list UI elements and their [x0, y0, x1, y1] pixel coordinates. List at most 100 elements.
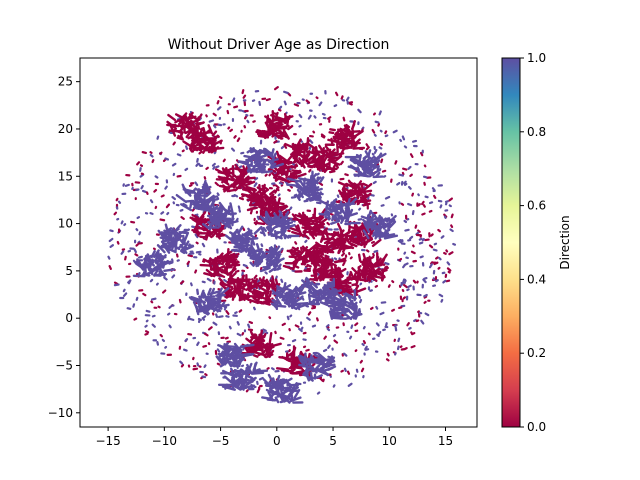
cluster-point-1 [214, 212, 222, 218]
scatter-point [191, 225, 197, 229]
scatter-point [447, 270, 451, 274]
scatter-point [340, 369, 344, 373]
y-tick-label: 20 [58, 122, 73, 136]
cluster-point-1 [178, 230, 189, 235]
scatter-point [345, 123, 351, 129]
cluster-point-1 [224, 234, 235, 243]
scatter-point [132, 303, 136, 308]
scatter-point [432, 248, 438, 252]
cluster-point-1 [180, 203, 193, 212]
cluster-point-0 [234, 284, 247, 294]
scatter-point [133, 317, 138, 321]
cluster-point-1 [152, 265, 161, 273]
cluster-point-1 [234, 355, 238, 364]
scatter-point [138, 231, 142, 236]
colorbar [502, 58, 520, 427]
scatter-point [253, 306, 256, 311]
cluster-point-1 [370, 167, 375, 173]
cluster-point-1 [307, 354, 313, 366]
scatter-point [218, 95, 223, 100]
cluster-point-1 [360, 163, 365, 171]
cluster-point-0 [320, 153, 326, 159]
scatter-point [382, 175, 387, 178]
cluster-point-1 [169, 248, 177, 254]
cluster-point-0 [233, 174, 243, 186]
cluster-point-0 [268, 290, 272, 298]
cluster-point-1 [313, 359, 327, 363]
cluster-point-1 [236, 357, 246, 365]
scatter-point [187, 332, 193, 336]
cluster-point-0 [337, 137, 351, 143]
cluster-point-0 [295, 369, 307, 374]
cluster-point-0 [258, 333, 266, 342]
y-tick-label: 5 [65, 264, 73, 278]
cluster-point-1 [258, 148, 269, 156]
scatter-point [384, 322, 388, 327]
cluster-point-1 [290, 295, 298, 308]
x-tick-label: 15 [438, 434, 453, 448]
scatter-point [208, 119, 215, 123]
cluster-point-1 [179, 238, 184, 244]
cluster-point-0 [308, 251, 315, 259]
scatter-point [189, 282, 193, 287]
scatter-point [433, 261, 439, 266]
cluster-point-0 [280, 131, 287, 138]
scatter-point [212, 166, 216, 170]
cluster-point-0 [189, 145, 203, 152]
scatter-point [417, 229, 421, 233]
cluster-point-1 [309, 174, 313, 182]
scatter-point [107, 255, 111, 260]
cluster-point-0 [269, 123, 284, 129]
scatter-point [347, 382, 353, 387]
cluster-point-1 [271, 303, 278, 308]
cluster-point-1 [366, 209, 372, 222]
scatter-point [212, 112, 217, 117]
scatter-point [198, 150, 203, 155]
cluster-point-0 [324, 262, 334, 267]
scatter-point [348, 102, 353, 106]
scatter-point [124, 183, 130, 187]
cluster-point-0 [263, 345, 275, 352]
scatter-point [442, 279, 447, 284]
cluster-point-1 [300, 363, 311, 369]
cluster-point-0 [279, 178, 290, 183]
scatter-point [403, 219, 408, 224]
cluster-point-0 [371, 267, 381, 277]
cluster-point-0 [364, 192, 372, 199]
scatter-point [440, 298, 444, 303]
scatter-point [144, 332, 149, 336]
cluster-point-1 [216, 209, 222, 215]
scatter-point [354, 322, 359, 327]
scatter-point [233, 105, 239, 109]
cluster-point-0 [283, 114, 292, 124]
scatter-point [321, 112, 326, 116]
scatter-point [293, 103, 300, 107]
cluster-point-0 [213, 264, 218, 272]
scatter-point [377, 330, 382, 336]
cluster-point-1 [372, 230, 377, 238]
scatter-point [159, 151, 163, 155]
cluster-point-1 [286, 183, 301, 188]
scatter-point [235, 269, 240, 273]
scatter-point [242, 227, 246, 232]
scatter-point [440, 235, 445, 239]
cluster-point-1 [320, 289, 333, 299]
y-tick-label: −5 [55, 359, 73, 373]
cluster-point-1 [309, 198, 317, 202]
scatter-point [274, 184, 280, 189]
cluster-point-1 [315, 374, 323, 379]
scatter-point [446, 267, 452, 272]
cluster-point-1 [241, 344, 249, 349]
scatter-point [187, 315, 191, 321]
cluster-point-0 [256, 129, 269, 135]
cluster-point-0 [315, 242, 319, 253]
scatter-point [202, 344, 208, 348]
scatter-point [403, 251, 407, 255]
cluster-point-0 [236, 180, 245, 185]
scatter-point [168, 305, 172, 309]
cluster-point-0 [293, 216, 301, 222]
scatter-point [448, 204, 452, 208]
scatter-point [402, 283, 408, 289]
cluster-point-0 [246, 345, 255, 353]
scatter-point [238, 165, 243, 169]
